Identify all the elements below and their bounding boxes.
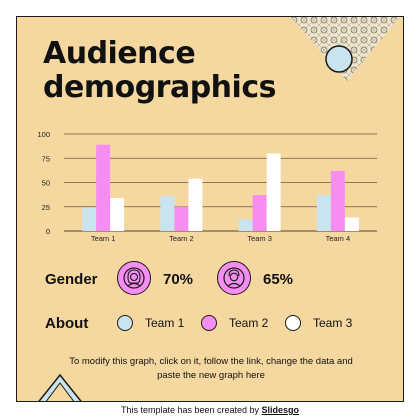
female-percent: 70%: [163, 271, 194, 288]
female-icon: [117, 261, 151, 295]
bar: [82, 207, 97, 231]
y-tick-label: 25: [42, 203, 50, 212]
male-icon: [217, 261, 251, 295]
bar: [316, 195, 331, 231]
slide: Audience demographics 0 25 50 75 100 Team 1 Te…: [16, 16, 404, 402]
bar: [238, 219, 253, 231]
legend-label-team-3: Team 3: [313, 316, 353, 330]
y-tick-label: 0: [46, 227, 50, 236]
bar: [344, 217, 359, 231]
legend-swatch-team-2: [201, 315, 217, 331]
y-tick-label: 50: [42, 179, 50, 188]
bar: [330, 170, 345, 231]
credit-prefix: This template has been created by: [120, 405, 260, 415]
bar: [96, 144, 111, 231]
bar: [188, 178, 203, 231]
x-tick-label: Team 3: [247, 234, 272, 243]
about-label: About: [45, 315, 89, 332]
credit-line: This template has been created by Slides…: [0, 405, 420, 415]
decorative-triangle-bottom: [38, 373, 82, 401]
x-tick-label: Team 2: [169, 234, 194, 243]
x-tick-label: Team 1: [91, 234, 116, 243]
credit-link[interactable]: Slidesgo: [261, 405, 300, 415]
bar: [266, 153, 281, 231]
x-tick-label: Team 4: [326, 234, 351, 243]
bar-chart[interactable]: 0 25 50 75 100 Team 1 Team 2 Team 3 Team 4: [17, 17, 404, 257]
instruction-note: To modify this graph, click on it, follo…: [69, 356, 353, 381]
bar: [110, 198, 125, 231]
gender-label: Gender: [45, 271, 98, 288]
bar: [160, 196, 175, 231]
decorative-triangle-top: [290, 17, 400, 81]
legend-swatch-team-3: [285, 315, 301, 331]
page-title: Audience demographics: [43, 36, 276, 105]
bar: [174, 206, 189, 231]
legend-label-team-2: Team 2: [229, 316, 269, 330]
male-percent: 65%: [263, 271, 294, 288]
legend-label-team-1: Team 1: [145, 316, 185, 330]
legend-swatch-team-1: [117, 315, 133, 331]
bar: [252, 195, 267, 231]
y-tick-label: 100: [37, 130, 50, 139]
decorative-circle: [325, 45, 353, 73]
y-tick-label: 75: [42, 154, 50, 163]
